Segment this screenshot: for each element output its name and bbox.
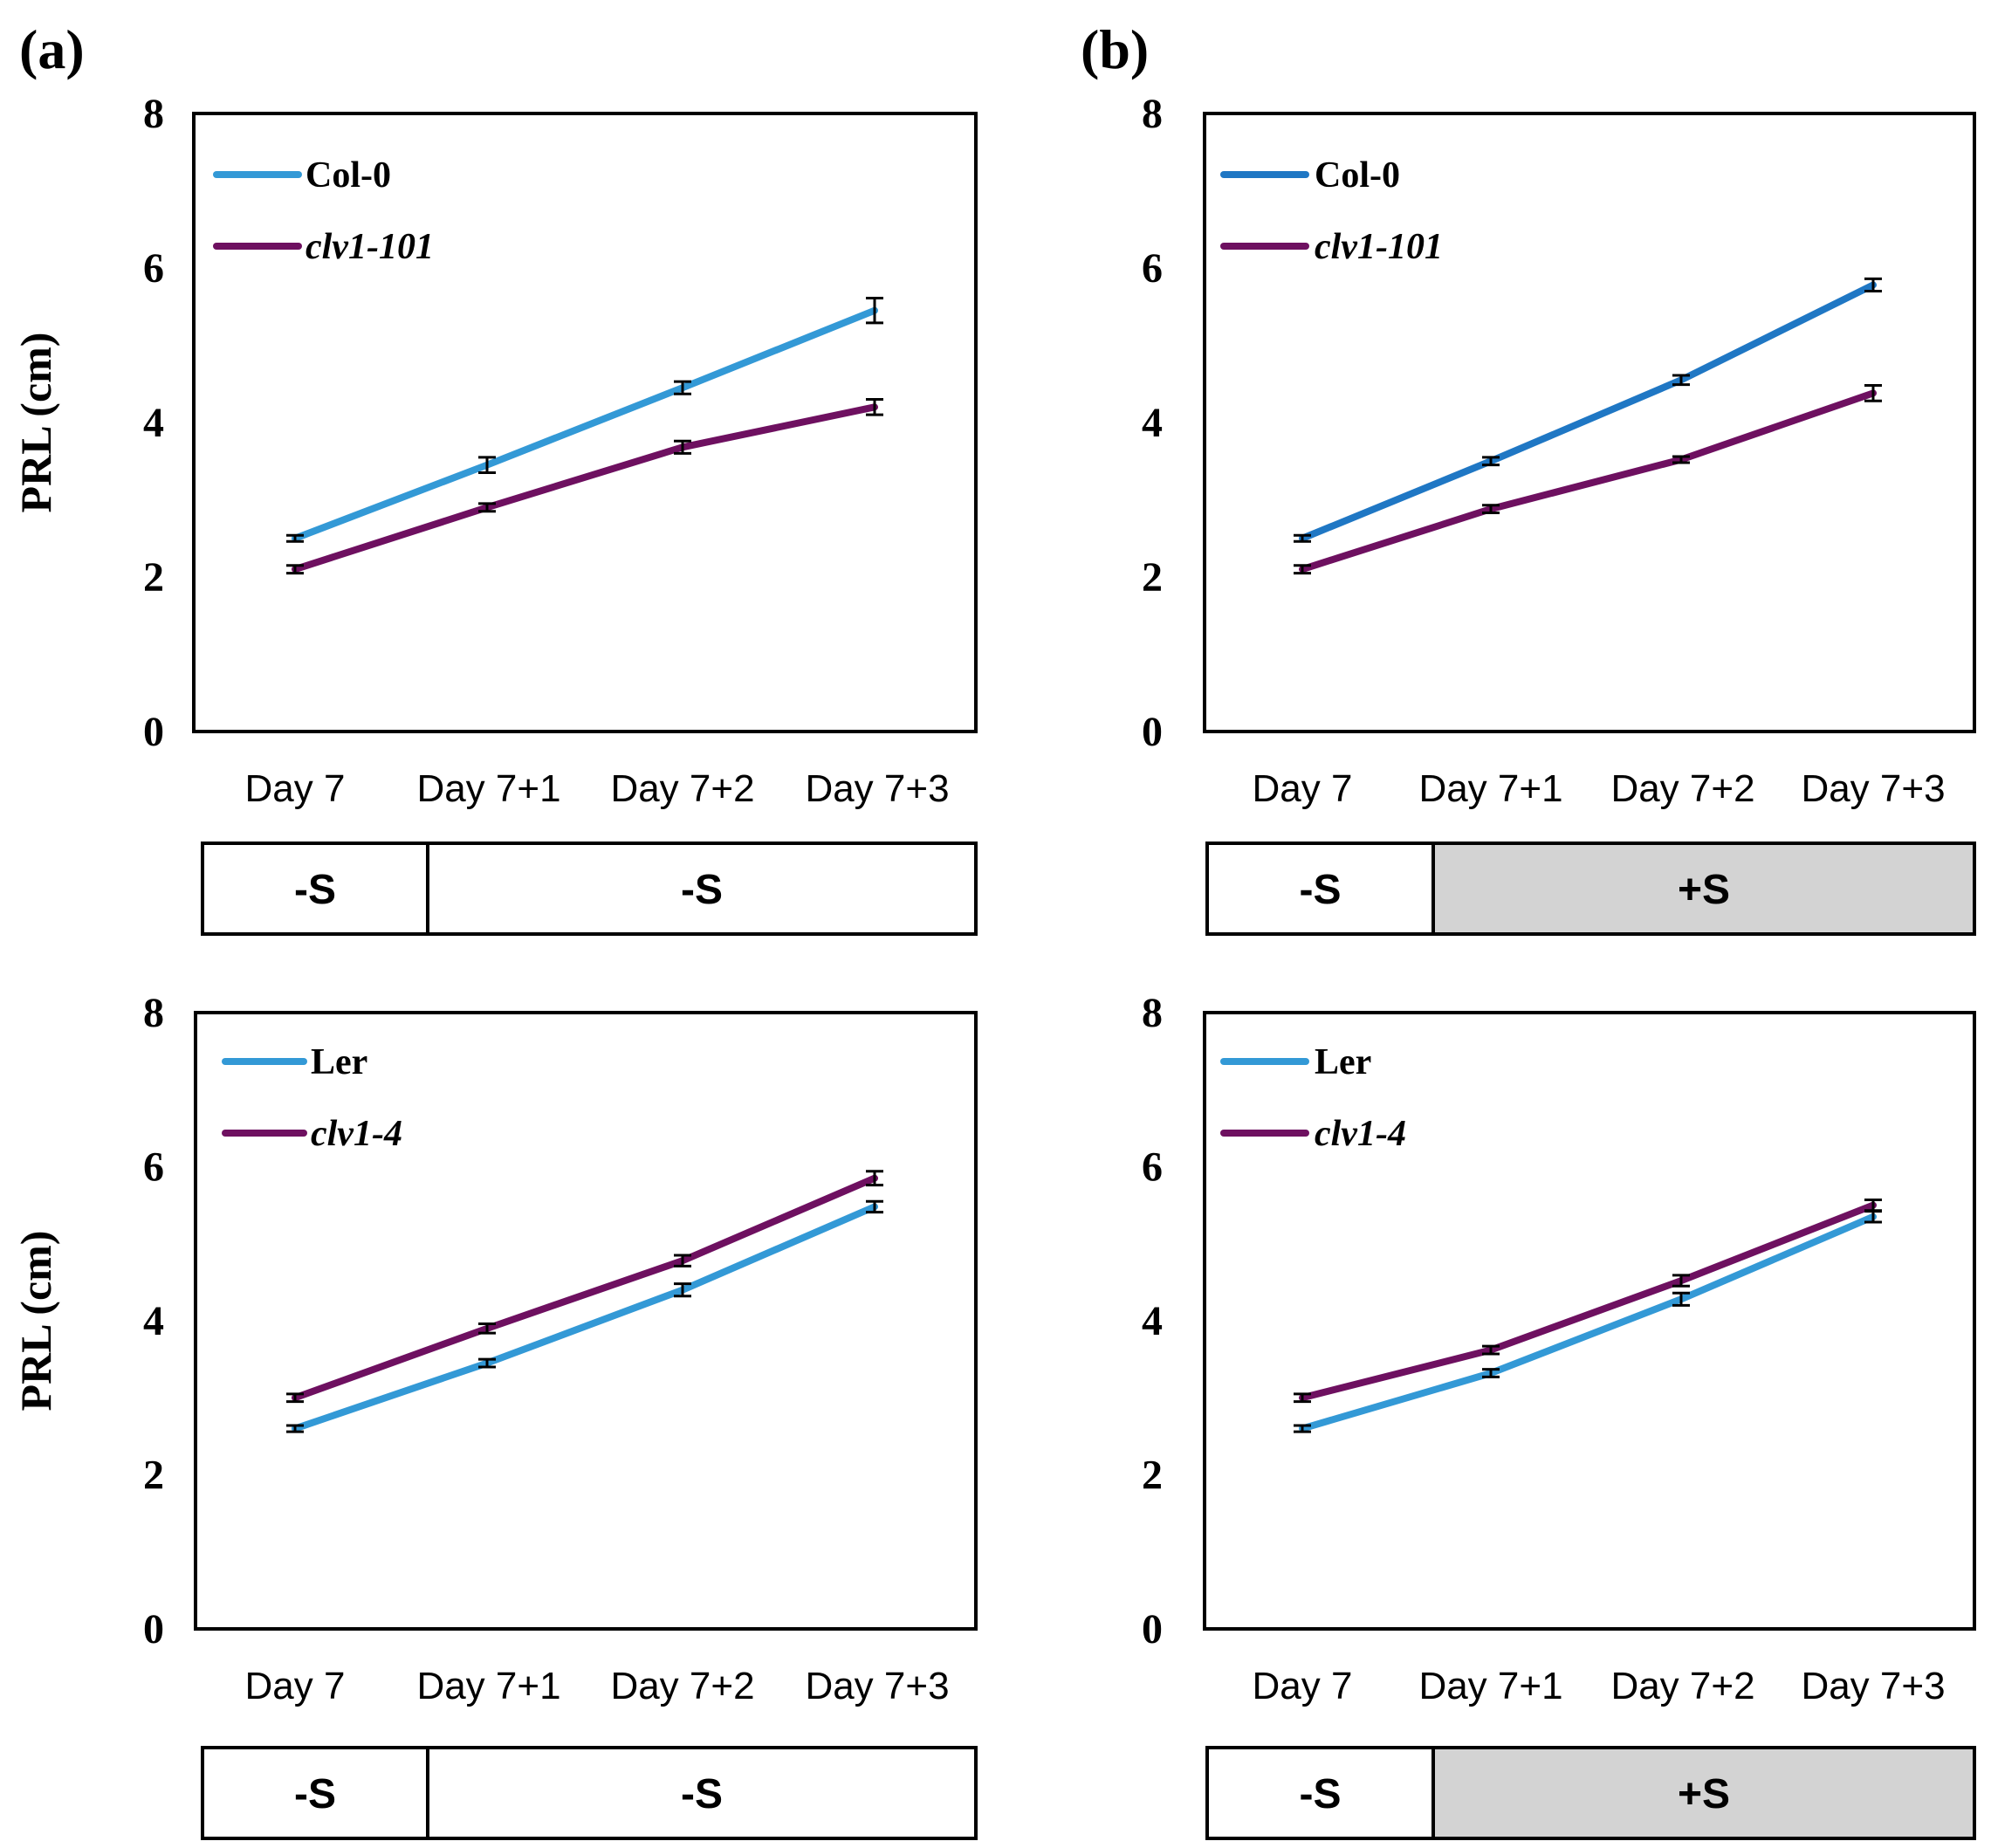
- x-tick-label: Day 7+1: [1418, 1665, 1562, 1707]
- y-tick-label: 0: [143, 1606, 164, 1652]
- treatment-cell: [1205, 1746, 1435, 1840]
- treatment-label: -S: [681, 867, 723, 913]
- y-tick-label: 4: [1142, 400, 1163, 446]
- y-tick-label: 6: [143, 245, 164, 292]
- treatment-cell: [1205, 842, 1435, 936]
- treatment-label: +S: [1678, 1771, 1730, 1817]
- x-tick-label: Day 7: [1253, 1665, 1353, 1707]
- legend-label: clv1-4: [311, 1114, 402, 1154]
- series-line-clv1-4: [1299, 1201, 1877, 1402]
- y-tick-label: 6: [1142, 1144, 1163, 1191]
- plot-frame: [1203, 112, 1976, 733]
- series-line-col-0: [292, 306, 878, 542]
- y-tick-label: 2: [143, 1453, 164, 1499]
- treatment-label: -S: [681, 1771, 723, 1817]
- legend-label: clv1-101: [306, 227, 434, 267]
- series-line-clv1-101: [1299, 389, 1877, 574]
- y-tick-label: 6: [143, 1144, 164, 1191]
- plot-frame: [1203, 1011, 1976, 1631]
- treatment-label: -S: [1300, 1771, 1342, 1817]
- x-tick-label: Day 7+2: [610, 1665, 754, 1707]
- y-tick-label: 4: [1142, 1298, 1163, 1344]
- y-axis-label: PRL (cm): [11, 1231, 60, 1412]
- y-tick-label: 4: [143, 400, 164, 446]
- y-tick-label: 6: [1142, 245, 1163, 292]
- x-tick-label: Day 7: [245, 767, 346, 810]
- treatment-label: -S: [294, 1771, 336, 1817]
- series-line-col-0: [1299, 281, 1877, 542]
- treatment-label: -S: [1300, 867, 1342, 913]
- panel-label-b: (b): [1081, 18, 1149, 80]
- y-tick-label: 0: [1142, 709, 1163, 755]
- treatment-cell: [201, 1746, 429, 1840]
- treatment-cell: [1431, 1746, 1976, 1840]
- panel-label-a: (a): [19, 18, 85, 80]
- legend-label: Ler: [1315, 1042, 1371, 1082]
- y-tick-label: 8: [143, 91, 164, 137]
- x-tick-label: Day 7+3: [1801, 767, 1945, 810]
- treatment-label: -S: [294, 867, 336, 913]
- y-tick-label: 8: [1142, 91, 1163, 137]
- series-line-ler: [292, 1203, 878, 1432]
- x-tick-label: Day 7+1: [416, 767, 560, 810]
- y-tick-label: 8: [1142, 990, 1163, 1036]
- x-tick-label: Day 7+1: [416, 1665, 560, 1707]
- x-tick-label: Day 7+2: [610, 767, 754, 810]
- treatment-cell: [426, 842, 978, 936]
- x-tick-label: Day 7+3: [1801, 1665, 1945, 1707]
- treatment-label: +S: [1678, 867, 1730, 913]
- x-tick-label: Day 7: [1253, 767, 1353, 810]
- legend-label: Ler: [311, 1042, 367, 1082]
- series-line-clv1-4: [292, 1174, 878, 1402]
- legend-label: Col-0: [306, 155, 391, 196]
- plot-frame: [192, 112, 978, 733]
- treatment-cell: [426, 1746, 978, 1840]
- plot-frame: [194, 1011, 978, 1631]
- y-tick-label: 2: [143, 554, 164, 601]
- x-tick-label: Day 7+1: [1418, 767, 1562, 810]
- y-tick-label: 4: [143, 1298, 164, 1344]
- legend-label: clv1-4: [1315, 1114, 1406, 1154]
- x-tick-label: Day 7: [245, 1665, 346, 1707]
- x-tick-label: Day 7+2: [1610, 1665, 1754, 1707]
- legend-label: Col-0: [1315, 155, 1400, 196]
- y-tick-label: 2: [1142, 554, 1163, 601]
- y-tick-label: 0: [143, 709, 164, 755]
- y-axis-label: PRL (cm): [11, 333, 60, 513]
- y-tick-label: 0: [1142, 1606, 1163, 1652]
- x-tick-label: Day 7+2: [1610, 767, 1754, 810]
- series-line-clv1-101: [292, 403, 878, 574]
- series-line-ler: [1299, 1213, 1877, 1432]
- y-tick-label: 8: [143, 990, 164, 1036]
- x-tick-label: Day 7+3: [805, 1665, 949, 1707]
- y-tick-label: 2: [1142, 1453, 1163, 1499]
- x-tick-label: Day 7+3: [805, 767, 949, 810]
- treatment-cell: [1431, 842, 1976, 936]
- legend-label: clv1-101: [1315, 227, 1443, 267]
